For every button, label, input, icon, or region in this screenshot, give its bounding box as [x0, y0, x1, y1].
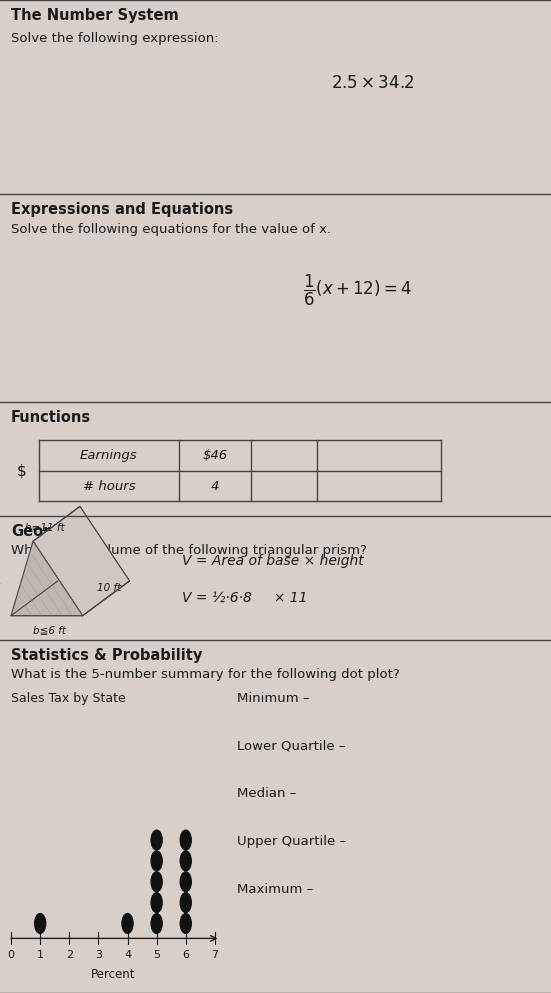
- Text: Lower Quartile –: Lower Quartile –: [237, 740, 345, 753]
- Circle shape: [151, 914, 162, 933]
- Circle shape: [180, 914, 191, 933]
- Text: 10 ft: 10 ft: [97, 583, 121, 593]
- Polygon shape: [11, 581, 129, 616]
- Text: Solve the following equations for the value of x.: Solve the following equations for the va…: [11, 223, 331, 236]
- Text: Minimum –: Minimum –: [237, 692, 310, 705]
- Text: 7: 7: [212, 950, 218, 960]
- Text: Percent: Percent: [91, 968, 135, 981]
- Polygon shape: [11, 541, 83, 616]
- Circle shape: [35, 914, 46, 933]
- Text: 6: 6: [182, 950, 189, 960]
- Text: Expressions and Equations: Expressions and Equations: [11, 202, 233, 216]
- Text: What is the volume of the following triangular prism?: What is the volume of the following tria…: [11, 544, 367, 557]
- Text: The Number System: The Number System: [11, 8, 179, 23]
- Circle shape: [151, 872, 162, 892]
- Circle shape: [151, 851, 162, 871]
- Text: 4: 4: [124, 950, 131, 960]
- Text: $\dfrac{1}{6}(x + 12) = 4$: $\dfrac{1}{6}(x + 12) = 4$: [303, 273, 412, 308]
- Text: 4: 4: [210, 480, 219, 493]
- Text: 5: 5: [153, 950, 160, 960]
- Polygon shape: [58, 506, 129, 581]
- Text: V = ½·6·8     × 11: V = ½·6·8 × 11: [182, 591, 307, 605]
- Text: 2: 2: [66, 950, 73, 960]
- Polygon shape: [33, 506, 129, 616]
- Text: Statistics & Probability: Statistics & Probability: [11, 648, 202, 663]
- Circle shape: [180, 830, 191, 850]
- Text: h≡11 ft: h≡11 ft: [25, 523, 64, 533]
- Circle shape: [151, 893, 162, 913]
- Text: What is the 5-number summary for the following dot plot?: What is the 5-number summary for the fol…: [11, 668, 400, 681]
- Circle shape: [180, 893, 191, 913]
- Text: Sales Tax by State: Sales Tax by State: [11, 692, 126, 705]
- Text: Solve the following expression:: Solve the following expression:: [11, 32, 219, 45]
- Text: V = Area of base × height: V = Area of base × height: [182, 554, 364, 568]
- Text: 0: 0: [8, 950, 14, 960]
- Text: # hours: # hours: [83, 480, 135, 493]
- Text: b≦6 ft: b≦6 ft: [33, 626, 66, 636]
- Text: Earnings: Earnings: [80, 449, 138, 462]
- Circle shape: [180, 872, 191, 892]
- Text: Upper Quartile –: Upper Quartile –: [237, 835, 346, 848]
- Text: Geometry: Geometry: [11, 524, 92, 539]
- Text: $2.5 \times 34.2$: $2.5 \times 34.2$: [331, 74, 414, 92]
- Text: $: $: [17, 463, 27, 479]
- Text: Functions: Functions: [11, 410, 91, 425]
- Text: 3: 3: [95, 950, 102, 960]
- Text: Median –: Median –: [237, 787, 296, 800]
- Text: $46: $46: [202, 449, 228, 462]
- Circle shape: [151, 830, 162, 850]
- Text: Maximum –: Maximum –: [237, 883, 313, 896]
- Circle shape: [180, 851, 191, 871]
- Circle shape: [122, 914, 133, 933]
- Text: 1: 1: [37, 950, 44, 960]
